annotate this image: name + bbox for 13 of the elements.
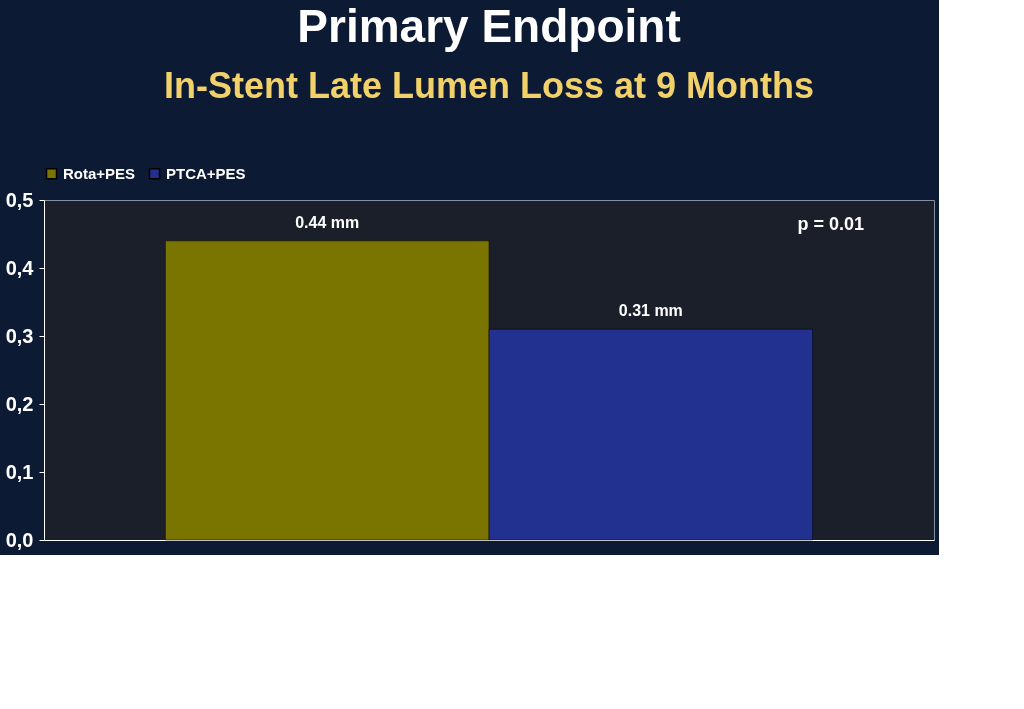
y-tick-label: 0,0	[5, 528, 34, 551]
legend-label: Rota+PES	[63, 164, 136, 182]
data-label: 0.44 mm	[295, 213, 360, 231]
y-tick-label: 0,3	[5, 324, 34, 347]
chart-subtitle: In-Stent Late Lumen Loss at 9 Months	[163, 65, 815, 106]
legend-label: PTCA+PES	[166, 164, 246, 182]
annotation: p = 0.01	[797, 214, 864, 234]
y-tick-label: 0,1	[5, 460, 34, 483]
data-label: 0.31 mm	[618, 302, 683, 320]
y-tick-label: 0,2	[5, 392, 34, 415]
y-tick-label: 0,5	[5, 188, 34, 211]
y-tick-label: 0,4	[5, 256, 35, 279]
chart-title: Primary Endpoint	[297, 0, 681, 52]
